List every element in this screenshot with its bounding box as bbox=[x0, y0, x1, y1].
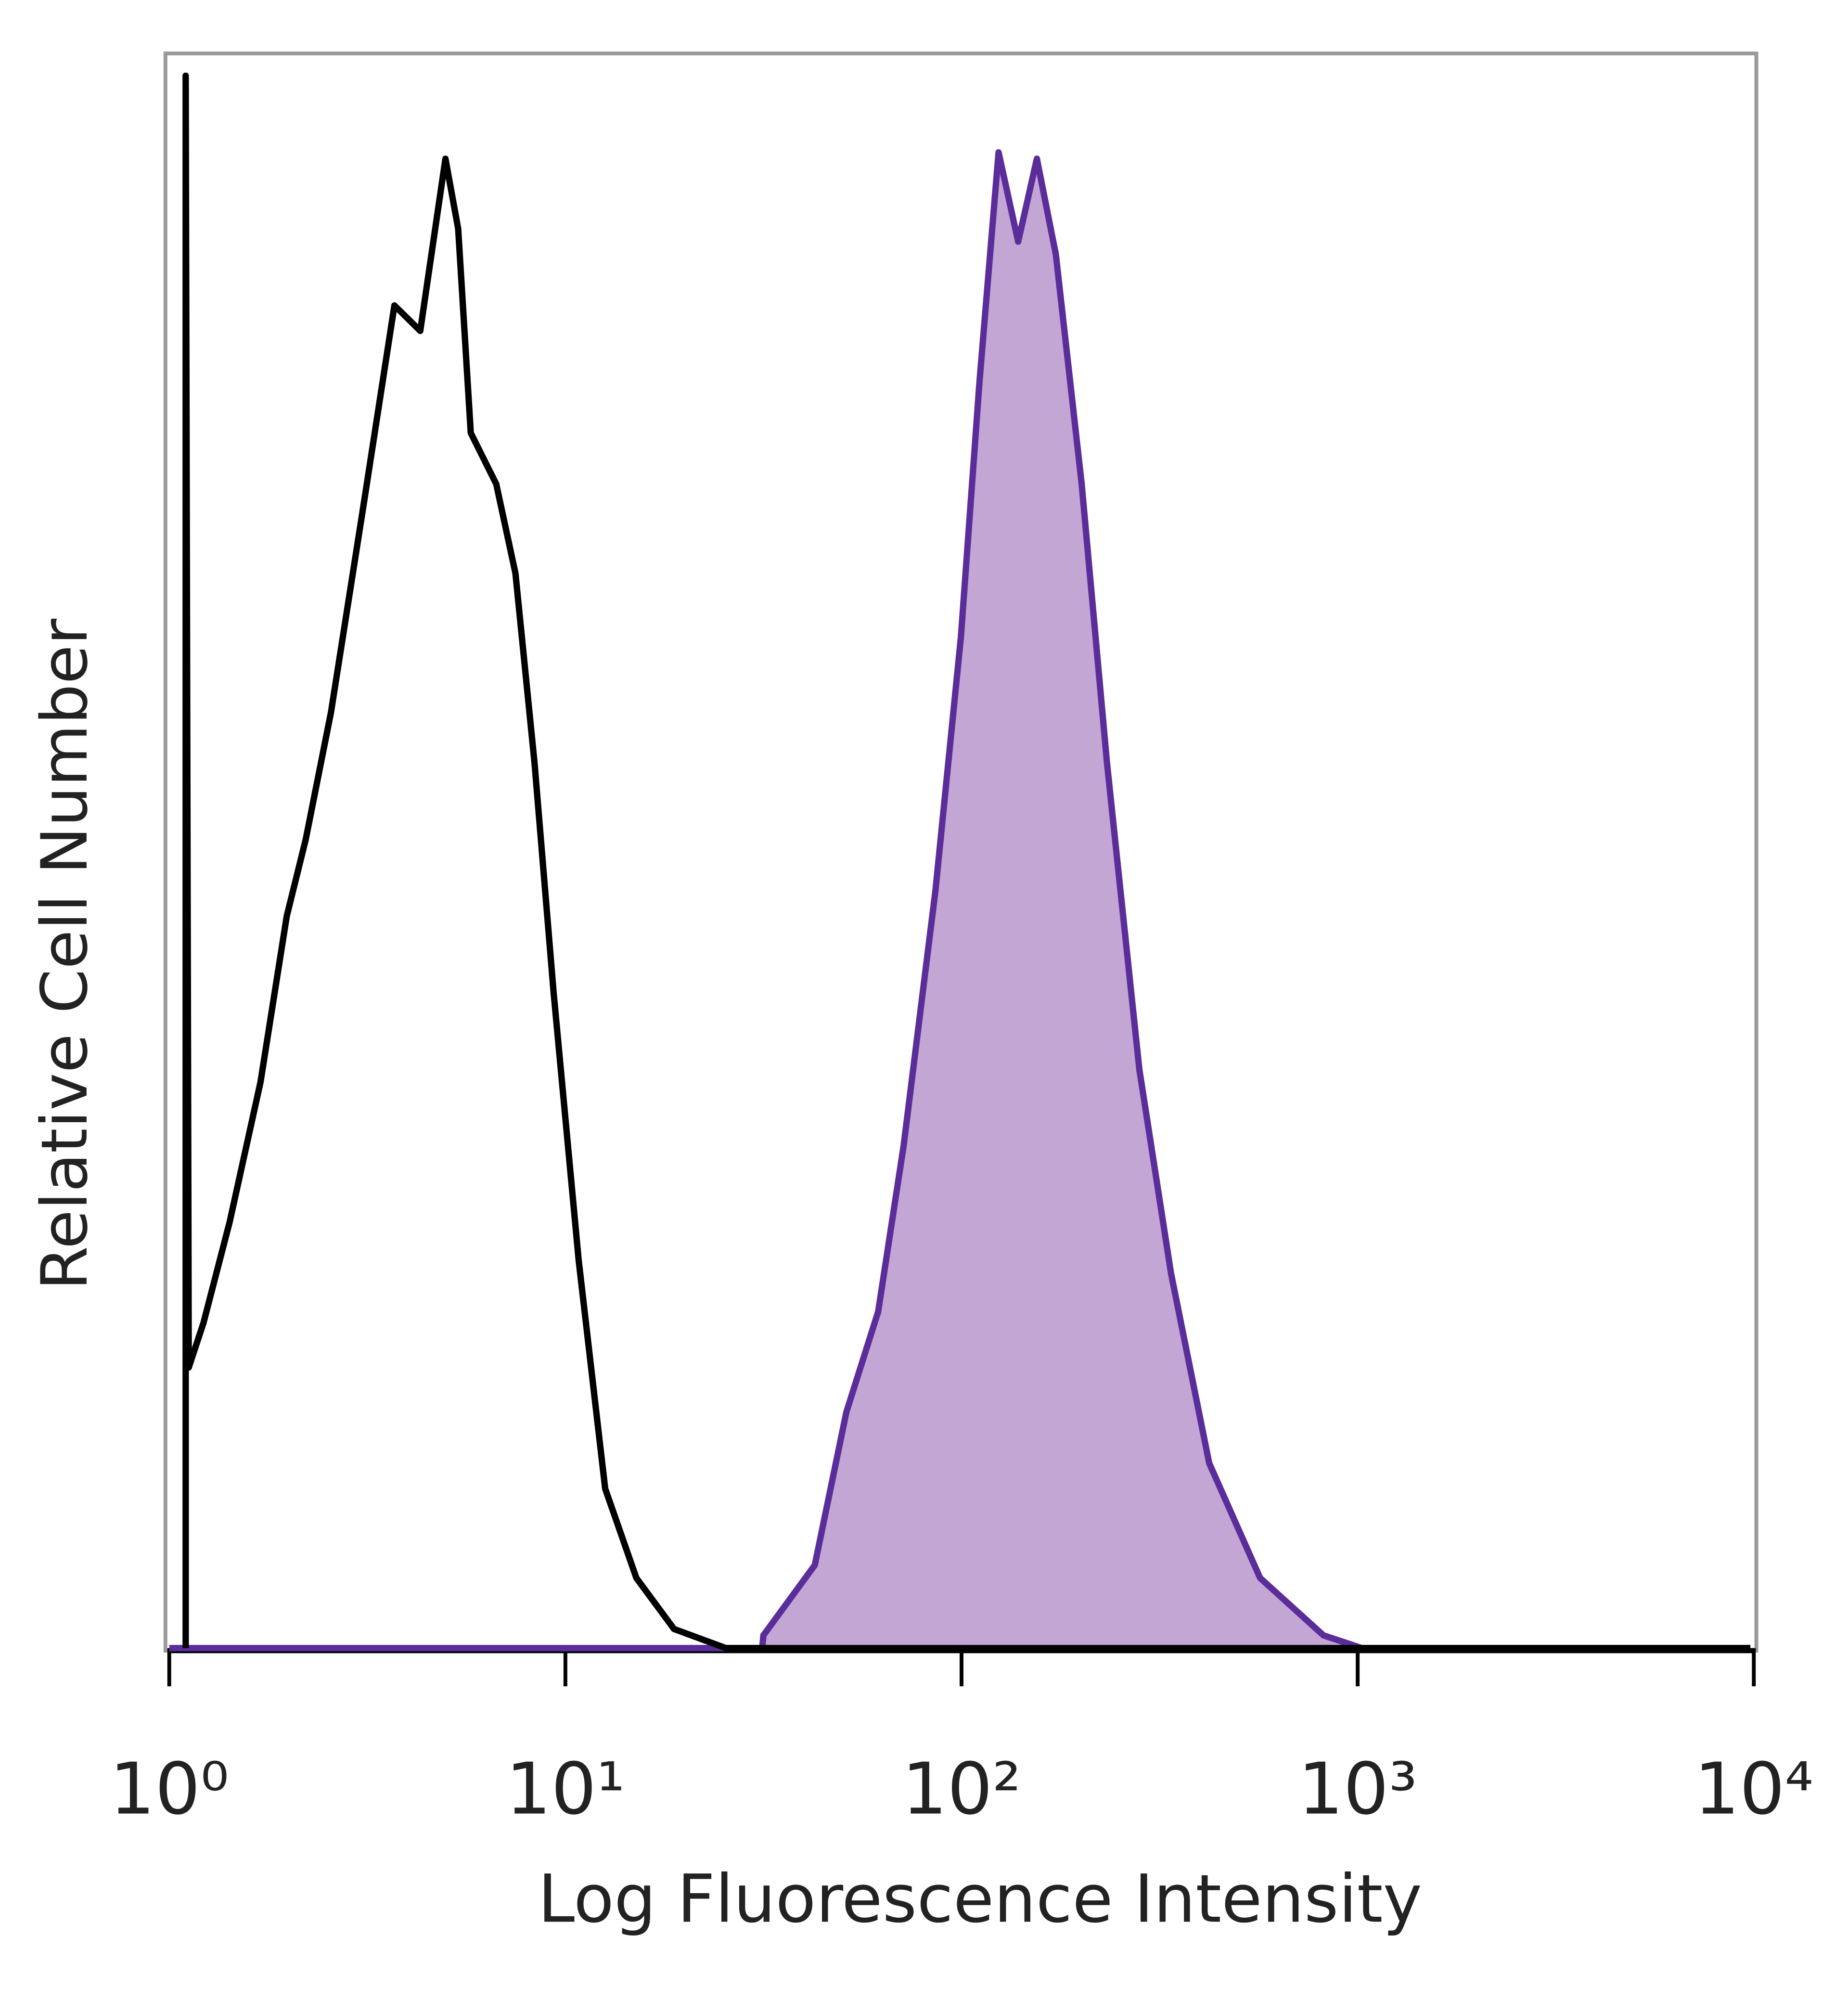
series-line bbox=[169, 149, 1751, 1652]
series-area bbox=[169, 152, 1751, 1648]
plot-area: Log Fluorescence Intensity Relative Cell… bbox=[28, 51, 1813, 1937]
x-axis-title: Log Fluorescence Intensity bbox=[538, 1860, 1422, 1937]
series-line bbox=[182, 72, 1751, 1652]
x-tick-label: 10⁴ bbox=[1694, 1748, 1813, 1831]
x-tick-label: 10⁰ bbox=[110, 1748, 229, 1831]
x-tick-label: 10² bbox=[902, 1748, 1021, 1831]
y-axis-title: Relative Cell Number bbox=[28, 618, 102, 1290]
x-tick-label: 10¹ bbox=[506, 1748, 625, 1831]
x-tick-label: 10³ bbox=[1298, 1748, 1417, 1831]
